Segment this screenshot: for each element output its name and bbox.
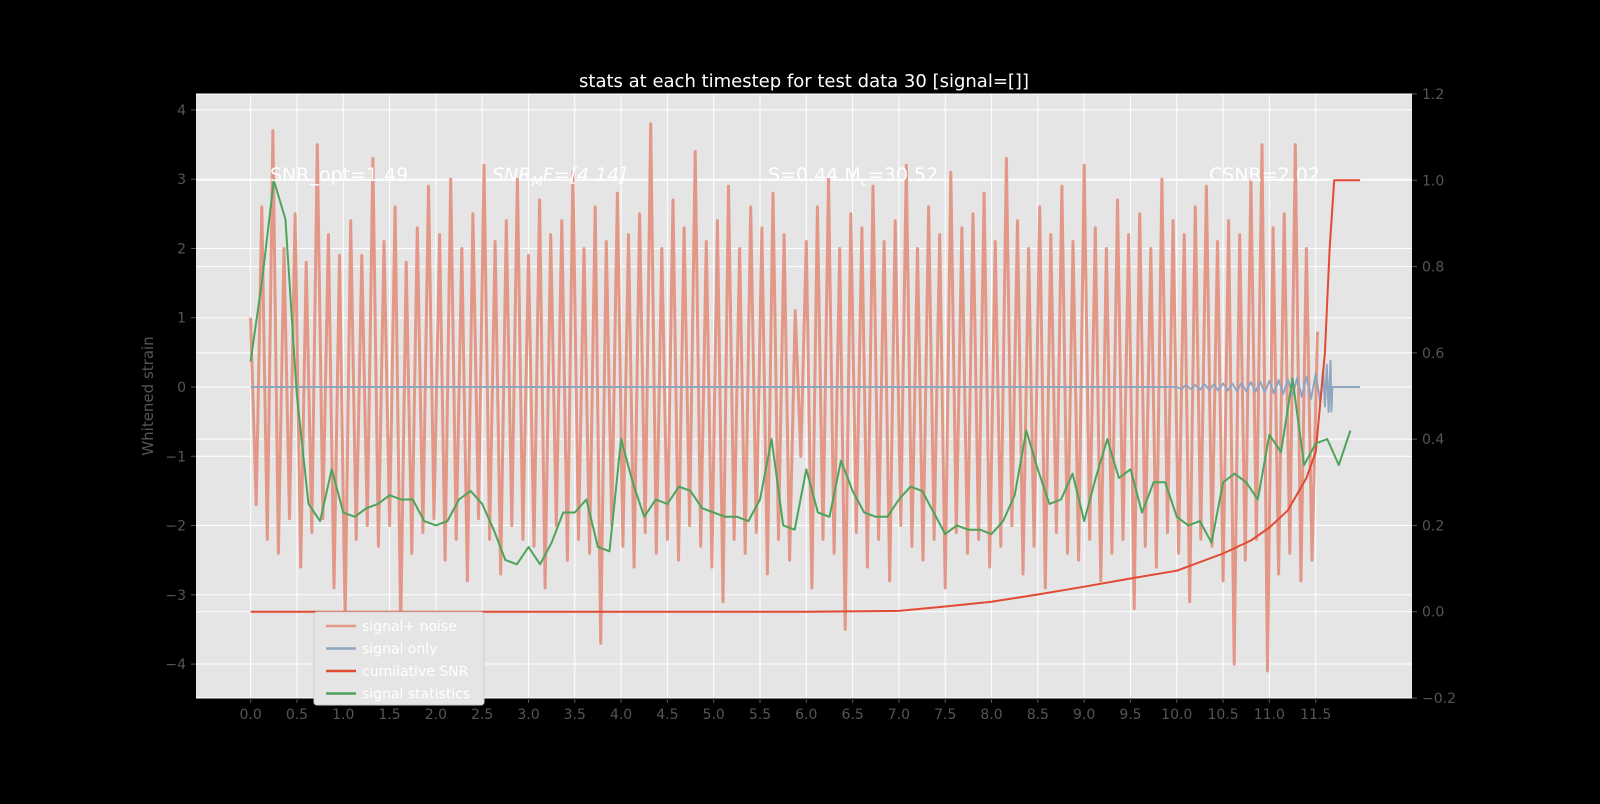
x-tick-label: 2.0	[425, 707, 447, 723]
annotation-s-mc: S=0.44 Mc=30.52	[768, 164, 938, 190]
annotation-snr-mf: SNRMF=[4.14]	[492, 164, 627, 190]
series-layer	[249, 122, 1361, 673]
y-tick-label-left: 2	[177, 241, 186, 257]
y-tick-label-left: −4	[165, 657, 186, 673]
x-tick-label: 9.5	[1119, 707, 1141, 723]
series-signal-only	[250, 359, 1361, 413]
y-tick-label-right: 0.0	[1422, 605, 1444, 621]
x-tick-label: 0.0	[240, 707, 262, 723]
x-tick-label: 8.0	[980, 707, 1002, 723]
annotations: SNR_opt=1.49 SNRMF=[4.14] S=0.44 Mc=30.5…	[270, 164, 1320, 190]
legend-label: signal+ noise	[362, 619, 457, 635]
x-tick-label: 3.0	[517, 707, 539, 723]
x-tick-label: 5.5	[749, 707, 771, 723]
y-tick-label-right: 0.2	[1422, 518, 1444, 534]
y-tick-label-right: 1.2	[1422, 87, 1444, 103]
x-tick-label: 4.0	[610, 707, 632, 723]
x-tick-label: 3.5	[564, 707, 586, 723]
x-tick-label: 5.0	[703, 707, 725, 723]
y-tick-label-left: −1	[165, 449, 186, 465]
y-tick-label-right: 1.0	[1422, 173, 1444, 189]
x-tick-label: 7.0	[888, 707, 910, 723]
legend: signal+ noise signal only cumilative SNR si…	[313, 611, 485, 706]
x-tick-label: 9.0	[1073, 707, 1095, 723]
y-tick-label-left: −3	[165, 588, 186, 604]
x-tick-label: 6.0	[795, 707, 817, 723]
x-tick-label: 7.5	[934, 707, 956, 723]
x-tick-label: 8.5	[1027, 707, 1049, 723]
x-tick-label: 2.5	[471, 707, 493, 723]
series-signal-noise	[249, 122, 1319, 673]
x-tick-label: 1.5	[378, 707, 400, 723]
ticks: 0.0 0.5 1.0 1.5 2.0 2.5 3.0 3.5 4.0 4.5 5.0 5.5 6.0 6…	[165, 87, 1456, 723]
annotation-snr-opt: SNR_opt=1.49	[270, 164, 408, 186]
x-tick-label: 4.5	[656, 707, 678, 723]
y-tick-label-right: −0.2	[1422, 691, 1456, 707]
x-tick-label: 10.0	[1161, 707, 1192, 723]
y-tick-label-left: 0	[177, 380, 186, 396]
y-tick-label-left: −2	[165, 519, 186, 535]
series-signal-statistics	[249, 179, 1352, 566]
y-tick-label-right: 0.6	[1422, 346, 1444, 362]
x-tick-label: 11.5	[1300, 707, 1331, 723]
x-tick-label: 1.0	[332, 707, 354, 723]
y-tick-label-right: 0.8	[1422, 260, 1444, 276]
legend-label: cumilative SNR	[362, 664, 469, 680]
y-tick-label-right: 0.4	[1422, 432, 1444, 448]
y-tick-label-left: 1	[177, 311, 186, 327]
x-tick-label: 0.5	[286, 707, 308, 723]
legend-label: signal only	[362, 642, 437, 658]
y-axis-label: Whitened strain	[139, 336, 157, 455]
chart-title: stats at each timestep for test data 30 …	[579, 71, 1029, 92]
x-tick-label: 11.0	[1254, 707, 1285, 723]
legend-label: signal statistics	[362, 687, 470, 703]
x-tick-label: 6.5	[841, 707, 863, 723]
annotation-csnr: CSNR=2.02	[1209, 164, 1320, 186]
y-tick-label-left: 3	[177, 172, 186, 188]
series-cumilative-snr	[250, 179, 1361, 613]
y-tick-label-left: 4	[177, 103, 186, 119]
x-tick-label: 10.5	[1207, 707, 1238, 723]
